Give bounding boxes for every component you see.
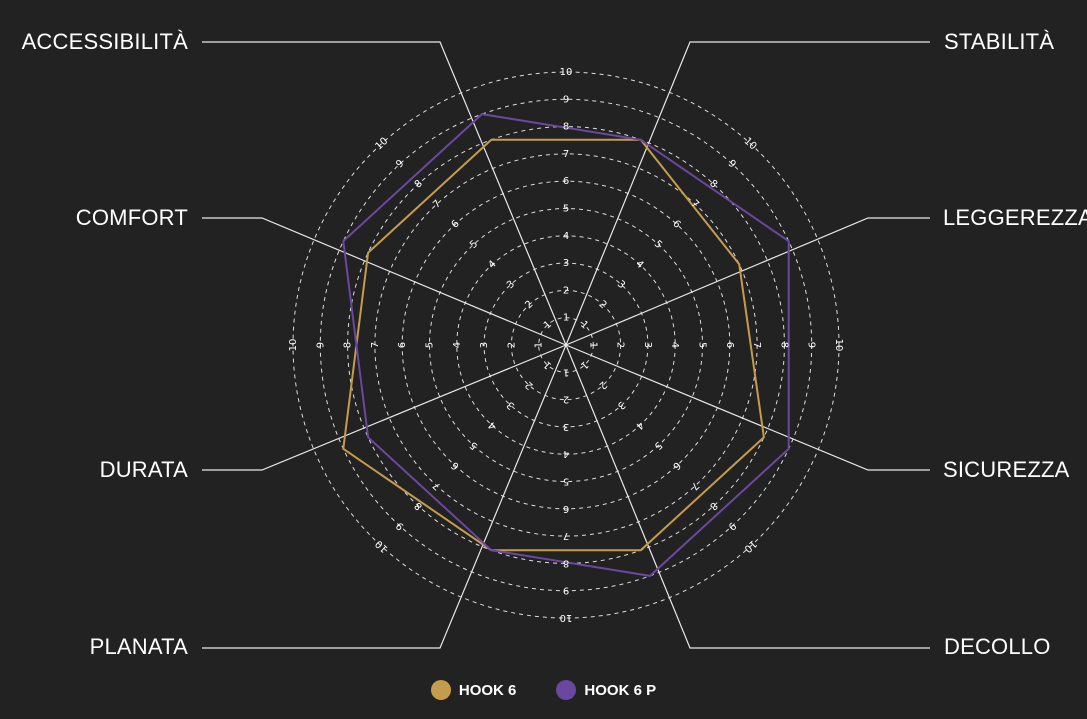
tick-label-7-8: 8 (343, 342, 354, 348)
spoke-6 (202, 344, 567, 471)
tick-label-1-1: 1 (563, 313, 569, 324)
spoke-1 (565, 41, 930, 346)
grid-ring-3 (483, 262, 649, 428)
tick-label-3-8: 8 (778, 342, 789, 348)
grid-ring-1 (538, 317, 594, 373)
spoke-3 (565, 344, 930, 471)
radar-grid (292, 71, 840, 619)
tick-label-3-5: 5 (697, 342, 708, 348)
tick-label-7-1: 1 (534, 342, 545, 348)
tick-label-1-9: 9 (563, 94, 569, 105)
tick-label-1-2: 2 (563, 285, 569, 296)
grid-ring-9 (319, 98, 813, 592)
series-polygon-2 (342, 113, 790, 577)
grid-ring-4 (456, 235, 676, 455)
legend-swatch-hook-6 (430, 680, 451, 700)
tick-label-5-3: 3 (563, 421, 569, 432)
tick-label-7-7: 7 (370, 342, 381, 348)
spoke-2 (565, 217, 930, 346)
tick-label-4-5: 5 (652, 439, 664, 451)
tick-label-6-3: 3 (505, 399, 517, 411)
spoke-8 (202, 41, 567, 346)
tick-label-7-9: 9 (315, 342, 326, 348)
tick-label-8-4: 4 (486, 259, 498, 271)
tick-label-7-10: 10 (288, 339, 299, 352)
legend-label-hook-6-p: HOOK 6 P (584, 681, 657, 699)
radar-spokes (202, 41, 930, 649)
legend-label-hook-6: HOOK 6 (458, 681, 517, 699)
spoke-5 (202, 344, 567, 649)
grid-ring-10 (292, 71, 840, 619)
tick-label-2-9: 9 (726, 158, 738, 170)
tick-label-3-4: 4 (669, 342, 680, 348)
grid-ring-8 (347, 126, 785, 564)
tick-label-5-5: 5 (563, 476, 569, 487)
tick-label-5-1: 1 (563, 366, 569, 377)
tick-label-8-7: 7 (431, 198, 443, 210)
tick-label-2-6: 6 (670, 218, 682, 230)
radar-series (342, 113, 790, 577)
axis-label-3: SICUREZZA (943, 457, 1070, 482)
axis-label-2: LEGGEREZZA (943, 205, 1087, 230)
tick-label-7-2: 2 (506, 342, 517, 348)
tick-label-4-7: 7 (689, 479, 701, 491)
axis-label-6: DURATA (100, 457, 189, 482)
axis-label-7: COMFORT (76, 205, 188, 230)
axis-label-4: DECOLLO (944, 634, 1051, 659)
tick-label-2-4: 4 (633, 259, 645, 271)
tick-label-3-1: 1 (587, 342, 598, 348)
spoke-7 (202, 217, 567, 346)
tick-label-7-3: 3 (479, 342, 490, 348)
tick-label-6-10: 10 (374, 538, 391, 555)
tick-label-5-4: 4 (563, 448, 569, 459)
tick-label-4-6: 6 (670, 459, 682, 471)
tick-label-3-3: 3 (642, 342, 653, 348)
tick-label-5-7: 7 (563, 530, 569, 541)
tick-label-7-5: 5 (425, 342, 436, 348)
axis-label-1: STABILITÀ (944, 29, 1054, 54)
tick-label-5-10: 10 (560, 612, 573, 623)
tick-label-6-6: 6 (450, 459, 462, 471)
tick-label-1-4: 4 (563, 231, 569, 242)
grid-ring-6 (401, 180, 731, 510)
legend: HOOK 6 HOOK 6 P (0, 680, 1087, 700)
tick-label-8-9: 9 (394, 158, 406, 170)
tick-label-2-3: 3 (615, 279, 627, 291)
axis-label-5: PLANATA (90, 634, 189, 659)
spoke-4 (565, 344, 930, 649)
grid-ring-2 (510, 289, 622, 401)
radar-axis-labels: STABILITÀ LEGGEREZZA SICUREZZA DECOLLO PLANA… (22, 29, 1087, 659)
tick-label-1-5: 5 (563, 204, 569, 215)
grid-ring-5 (429, 208, 703, 482)
tick-label-7-6: 6 (397, 342, 408, 348)
legend-item-hook-6[interactable]: HOOK 6 (430, 680, 517, 700)
tick-label-3-10: 10 (833, 339, 844, 352)
tick-label-7-4: 4 (452, 342, 463, 348)
tick-label-1-10: 10 (560, 67, 573, 78)
tick-label-5-8: 8 (563, 557, 569, 568)
tick-label-1-8: 8 (563, 122, 569, 133)
legend-swatch-hook-6-p (556, 680, 577, 700)
tick-label-3-9: 9 (806, 342, 817, 348)
tick-label-3-7: 7 (751, 342, 762, 348)
tick-label-5-9: 9 (563, 585, 569, 596)
tick-label-3-2: 2 (615, 342, 626, 348)
legend-item-hook-6-p[interactable]: HOOK 6 P (556, 680, 656, 700)
axis-label-8: ACCESSIBILITÀ (22, 29, 189, 54)
tick-label-1-7: 7 (563, 149, 569, 160)
tick-label-1-3: 3 (563, 258, 569, 269)
tick-label-5-6: 6 (563, 503, 569, 514)
tick-label-6-5: 5 (468, 439, 480, 451)
grid-ring-7 (374, 153, 758, 537)
tick-label-3-6: 6 (724, 342, 735, 348)
tick-label-1-6: 6 (563, 176, 569, 187)
tick-label-6-4: 4 (486, 419, 498, 431)
tick-label-5-2: 2 (563, 394, 569, 405)
